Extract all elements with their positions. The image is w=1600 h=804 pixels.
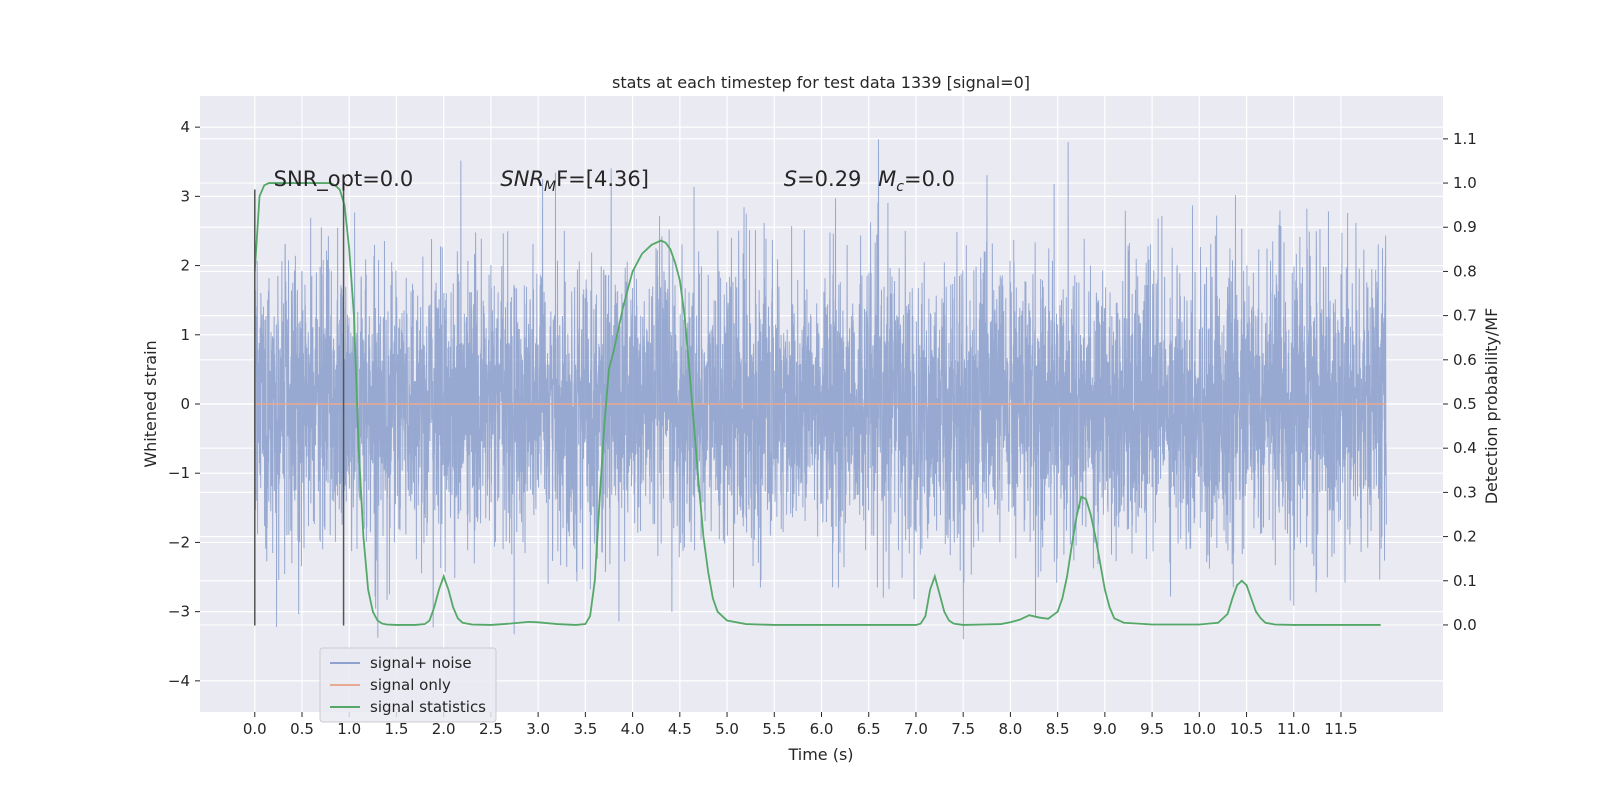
x-tick-label: 10.0: [1183, 720, 1216, 738]
y-tick-label: 2: [180, 257, 190, 275]
y2-tick-label: 0.7: [1453, 307, 1477, 325]
y2-tick-label: 0.5: [1453, 395, 1477, 413]
annotation: SNR_opt=0.0: [274, 167, 414, 192]
x-tick-label: 4.5: [668, 720, 692, 738]
annotation: Mc=0.0: [878, 167, 955, 195]
x-tick-label: 9.5: [1140, 720, 1164, 738]
legend-label-signal: signal only: [370, 676, 451, 694]
x-tick-label: 7.5: [951, 720, 975, 738]
x-tick-label: 8.5: [1046, 720, 1070, 738]
y-tick-label: −4: [168, 672, 190, 690]
tick-layer: 0.0 0.5 1.0 1.5 2.0 2.5 3.0 3.5 4.0 4.5 5.0 5.5 6.0 6…: [168, 118, 1477, 738]
y2-tick-label: 0.3: [1453, 483, 1477, 501]
x-tick-label: 0.5: [290, 720, 314, 738]
legend: signal+ noise signal only signal statist…: [319, 647, 497, 723]
y2-tick-label: 1.0: [1453, 174, 1477, 192]
x-axis-label: Time (s): [787, 745, 853, 764]
series-layer: [253, 182, 1387, 626]
y2-tick-label: 0.6: [1453, 351, 1477, 369]
y2-tick-label: 0.2: [1453, 528, 1477, 546]
x-tick-label: 1.0: [337, 720, 361, 738]
legend-box: [319, 647, 497, 723]
x-tick-label: 11.0: [1277, 720, 1310, 738]
series-signal-statistics: [253, 182, 1381, 626]
y-tick-label: 3: [180, 187, 190, 205]
x-tick-label: 6.0: [810, 720, 834, 738]
y-tick-label: 1: [180, 326, 190, 344]
x-tick-label: 6.5: [857, 720, 881, 738]
x-tick-label: 3.0: [526, 720, 550, 738]
y-tick-label: 4: [180, 118, 190, 136]
annotation: S=0.29: [784, 167, 862, 191]
x-tick-label: 2.0: [432, 720, 456, 738]
x-tick-label: 4.0: [621, 720, 645, 738]
legend-label-noise: signal+ noise: [370, 654, 472, 672]
x-tick-label: 11.5: [1324, 720, 1357, 738]
y2-axis-label: Detection probability/MF: [1482, 308, 1501, 505]
y2-tick-label: 1.1: [1453, 130, 1477, 148]
x-tick-label: 9.0: [1093, 720, 1117, 738]
x-tick-label: 8.0: [998, 720, 1022, 738]
y-tick-label: −1: [168, 464, 190, 482]
y2-tick-label: 0.9: [1453, 218, 1477, 236]
noise-layer: [254, 139, 1387, 640]
series-signal-noise: [254, 139, 1387, 640]
y-axis-label: Whitened strain: [141, 340, 160, 467]
annotation: SNRMF=[4.36]: [500, 167, 649, 195]
y-tick-label: −3: [168, 603, 190, 621]
marker-layer: [254, 189, 345, 626]
y2-tick-label: 0.8: [1453, 262, 1477, 280]
legend-label-stats: signal statistics: [370, 698, 486, 716]
x-tick-label: 5.0: [715, 720, 739, 738]
y-tick-label: −2: [168, 533, 190, 551]
x-tick-label: 3.5: [573, 720, 597, 738]
x-tick-label: 1.5: [385, 720, 409, 738]
x-tick-label: 2.5: [479, 720, 503, 738]
x-tick-label: 0.0: [243, 720, 267, 738]
y2-tick-label: 0.4: [1453, 439, 1477, 457]
x-tick-label: 7.0: [904, 720, 928, 738]
x-tick-label: 10.5: [1230, 720, 1263, 738]
anno-layer: SNR_opt=0.0 SNRMF=[4.36] S=0.29 Mc=0.0: [274, 167, 955, 195]
y-tick-label: 0: [180, 395, 190, 413]
x-tick-label: 5.5: [762, 720, 786, 738]
chart-title: stats at each timestep for test data 133…: [612, 73, 1030, 92]
y2-tick-label: 0.0: [1453, 616, 1477, 634]
y2-tick-label: 0.1: [1453, 572, 1477, 590]
